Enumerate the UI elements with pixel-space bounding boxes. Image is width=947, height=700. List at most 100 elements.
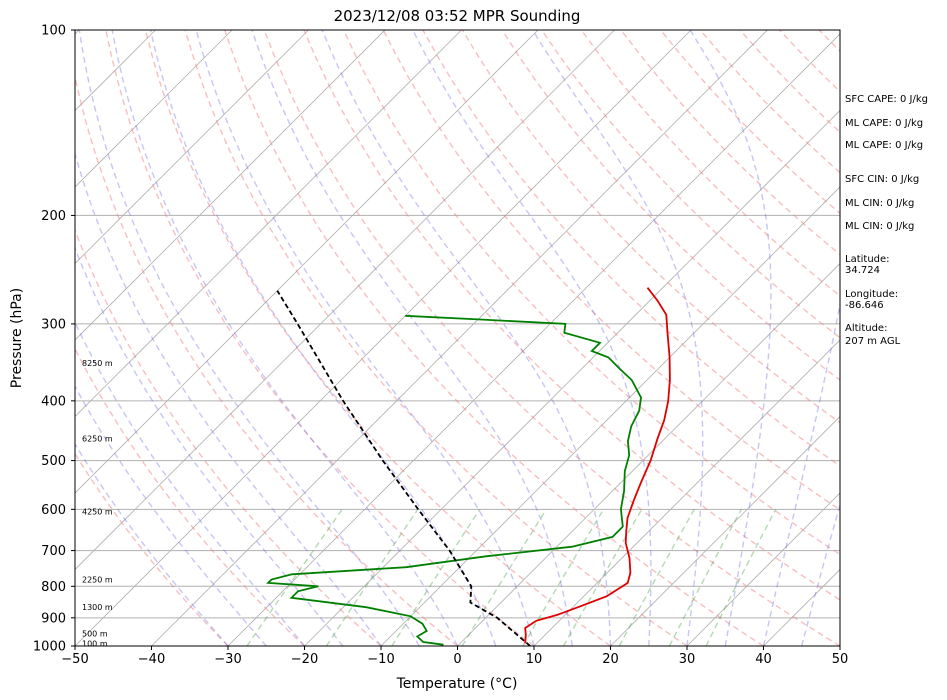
dry-adiabat-line <box>580 30 840 297</box>
isotherm-line <box>380 186 840 646</box>
y-tick-label: 700 <box>41 544 66 559</box>
dry-adiabat-line <box>422 30 840 467</box>
x-tick-label: −50 <box>61 652 88 667</box>
x-tick-label: 10 <box>526 652 543 667</box>
ml-cape-text-2: ML CAPE: 0 J/kg <box>845 140 923 151</box>
y-tick-label: 400 <box>41 394 66 409</box>
moist-adiabat-line <box>75 442 229 646</box>
dry-adiabat-line <box>75 347 305 646</box>
height-label: 6250 m <box>82 434 113 443</box>
isotherm-line <box>304 109 840 646</box>
moist-adiabat-line <box>532 30 704 646</box>
parcel-profile-line <box>276 290 531 646</box>
mixing-ratio-line <box>391 508 481 646</box>
y-axis: 1000 900 800 700 600 500 400 300 200 100 <box>33 24 75 655</box>
height-label: 100 m <box>82 639 108 648</box>
dry-adiabat-line <box>75 228 382 646</box>
y-tick-label: 800 <box>41 580 66 595</box>
mixing-ratio-line <box>668 508 742 646</box>
y-axis-label: Pressure (hPa) <box>9 288 25 388</box>
isotherm-line <box>75 30 309 265</box>
isotherm-line <box>75 30 539 494</box>
latitude-label: Latitude: <box>845 254 890 265</box>
dry-adiabat-line <box>75 452 229 646</box>
y-tick-label: 1000 <box>33 640 66 655</box>
height-label: 8250 m <box>82 359 113 368</box>
height-label: 2250 m <box>82 576 113 585</box>
isotherm-line <box>686 492 840 646</box>
y-tick-label: 600 <box>41 503 66 518</box>
moist-adiabat-line <box>689 30 772 646</box>
isotherm-line <box>610 415 840 646</box>
temperature-profile-line <box>524 287 671 644</box>
x-tick-label: 40 <box>755 652 772 667</box>
x-tick-label: 50 <box>832 652 849 667</box>
dry-adiabat-line <box>263 30 840 646</box>
dewpoint-profile-line <box>266 314 642 646</box>
mixing-ratio-line <box>246 508 343 646</box>
mixing-ratio-line <box>522 508 605 646</box>
moist-adiabat-line <box>78 30 420 646</box>
mixing-ratio-line <box>705 508 777 646</box>
sfc-cape-text: SFC CAPE: 0 J/kg <box>845 94 928 105</box>
mixing-ratio-line <box>325 508 419 646</box>
isotherm-line <box>75 30 233 188</box>
isotherm-line <box>75 30 462 418</box>
isotherm-line <box>75 30 386 341</box>
height-label: 1300 m <box>82 603 113 612</box>
moist-adiabat-line <box>75 384 267 646</box>
moist-adiabat-line <box>321 30 612 646</box>
x-tick-label: 30 <box>679 652 696 667</box>
longitude-label: Longitude: <box>845 289 898 300</box>
info-panel: SFC CAPE: 0 J/kg ML CAPE: 0 J/kg ML CAPE… <box>845 94 928 347</box>
y-tick-label: 300 <box>41 317 66 332</box>
dry-adiabat-line <box>144 30 611 646</box>
plot-frame <box>74 29 841 647</box>
y-tick-label: 100 <box>41 24 66 39</box>
ml-cape-text: ML CAPE: 0 J/kg <box>845 118 923 129</box>
dry-adiabat-line <box>938 30 947 646</box>
height-label: 4250 m <box>82 508 113 517</box>
dry-adiabat-line <box>303 30 840 601</box>
isotherm-line <box>0 30 3 646</box>
x-axis-label: Temperature (°C) <box>396 676 518 692</box>
longitude-value: -86.646 <box>845 300 884 311</box>
background-lines <box>0 30 947 646</box>
ml-cin-text: ML CIN: 0 J/kg <box>845 198 914 209</box>
dry-adiabat-line <box>184 30 688 646</box>
chart-title: 2023/12/08 03:52 MPR Sounding <box>334 7 581 25</box>
dry-adiabat-line <box>382 30 840 511</box>
x-tick-label: −30 <box>214 652 241 667</box>
height-label: 500 m <box>82 630 108 639</box>
mixing-ratio-line <box>618 508 695 646</box>
moist-adiabat-line <box>75 151 382 646</box>
y-tick-label: 200 <box>41 209 66 224</box>
isotherm-line <box>227 33 840 646</box>
moist-adiabat-line <box>762 300 840 646</box>
moist-adiabat-line <box>75 246 344 646</box>
dry-adiabat-line <box>224 30 764 646</box>
moist-adiabat-line <box>251 30 573 646</box>
moist-adiabat-line <box>801 502 840 646</box>
x-tick-label: 20 <box>602 652 619 667</box>
y-tick-label: 500 <box>41 454 66 469</box>
y-tick-label: 900 <box>41 611 66 626</box>
isotherm-line <box>75 30 615 571</box>
x-tick-label: −20 <box>291 652 318 667</box>
x-tick-label: 0 <box>453 652 461 667</box>
dry-adiabat-line <box>105 30 535 646</box>
latitude-value: 34.724 <box>845 265 880 276</box>
mixing-ratio-line <box>461 508 547 646</box>
isotherm-line <box>457 262 840 646</box>
isotherm-line <box>533 339 840 646</box>
altitude-value: 207 m AGL <box>845 336 901 347</box>
moist-adiabat-line <box>149 30 497 646</box>
altitude-label: Altitude: <box>845 323 887 334</box>
data-curves <box>266 287 671 646</box>
moist-adiabat-line <box>412 30 652 646</box>
moist-adiabat-line <box>111 30 459 646</box>
isotherm-line <box>151 30 768 646</box>
ml-cin-text-2: ML CIN: 0 J/kg <box>845 221 914 232</box>
